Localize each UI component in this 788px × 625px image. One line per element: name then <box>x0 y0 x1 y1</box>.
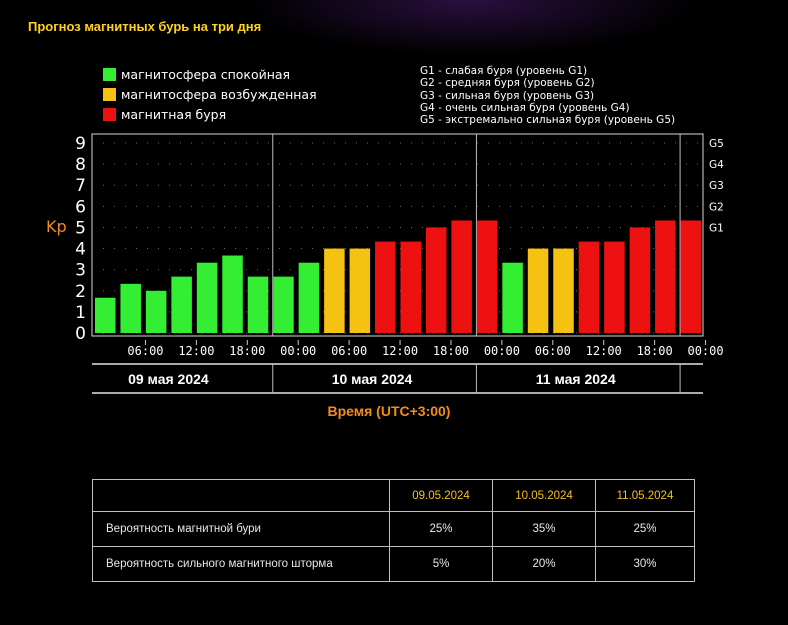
x-tick-label: 00:00 <box>280 344 316 358</box>
y-tick-label: 7 <box>75 176 86 196</box>
probability-table: 09.05.2024 10.05.2024 11.05.2024 Вероятн… <box>92 479 695 582</box>
y-tick-label: 2 <box>75 282 86 302</box>
kp-bar <box>680 220 702 333</box>
x-tick-label: 06:00 <box>127 344 163 358</box>
legend-swatch-quiet <box>103 67 116 81</box>
storm-level-g4: G4 - очень сильная буря (уровень G4) <box>420 101 630 114</box>
kp-bar <box>222 255 243 333</box>
kp-bar <box>629 227 651 333</box>
table-cell: 5% <box>389 546 493 582</box>
x-tick-label: 06:00 <box>535 344 571 358</box>
y-tick-label: 9 <box>75 134 86 154</box>
table-cell: 20% <box>492 546 596 582</box>
y-tick-label: 1 <box>75 303 86 323</box>
plot-frame <box>91 133 704 337</box>
x-tick-label: 18:00 <box>433 344 469 358</box>
kp-bar <box>95 297 116 333</box>
kp-bar <box>400 241 421 333</box>
table-row: Вероятность сильного магнитного шторма 5… <box>92 546 695 582</box>
kp-bar <box>553 248 574 333</box>
legend-label-storm: магнитная буря <box>121 106 227 122</box>
table-cell: 35% <box>492 511 596 547</box>
x-tick-label: 12:00 <box>586 344 622 358</box>
table-row: Вероятность магнитной бури 25% 35% 25% <box>92 511 695 547</box>
g-level-label: G4 <box>709 159 724 171</box>
storm-level-g2: G2 - средняя буря (уровень G2) <box>420 77 595 90</box>
y-tick-label: 3 <box>75 261 86 281</box>
legend-item-quiet: магнитосфера спокойная <box>103 64 317 84</box>
kp-bar <box>604 241 625 333</box>
kp-bar <box>527 248 549 333</box>
y-tick-label: 0 <box>75 324 86 344</box>
table-cell: 25% <box>595 511 695 547</box>
table-header-cell: 11.05.2024 <box>595 479 695 512</box>
legend-item-storm: магнитная буря <box>103 104 317 124</box>
table-header-cell: 09.05.2024 <box>389 479 493 512</box>
table-cell: 30% <box>595 546 695 582</box>
g-level-label: G2 <box>709 201 724 213</box>
table-row-label: Вероятность магнитной бури <box>92 511 390 547</box>
x-tick-label: 18:00 <box>229 344 265 358</box>
day-label: 11 мая 2024 <box>536 371 616 387</box>
kp-bar <box>476 220 498 333</box>
g-level-label: G5 <box>709 138 724 150</box>
kp-bar <box>502 262 523 333</box>
legend-label-quiet: магнитосфера спокойная <box>121 66 291 82</box>
kp-bar <box>247 276 269 333</box>
storm-level-g3: G3 - сильная буря (уровень G3) <box>420 89 595 102</box>
x-tick-label: 06:00 <box>331 344 367 358</box>
kp-bar <box>196 262 218 333</box>
table-header-cell: 10.05.2024 <box>492 479 596 512</box>
kp-bar <box>349 248 371 333</box>
y-tick-label: 6 <box>75 197 86 217</box>
storm-level-g1: G1 - слабая буря (уровень G1) <box>420 65 588 77</box>
y-tick-label: 5 <box>75 218 86 238</box>
y-tick-label: 8 <box>75 155 86 175</box>
day-label: 10 мая 2024 <box>332 371 413 387</box>
g-level-label: G3 <box>709 180 724 192</box>
kp-bar <box>298 262 320 333</box>
x-tick-label: 18:00 <box>637 344 673 358</box>
page-title: Прогноз магнитных бурь на три дня <box>28 19 262 34</box>
storm-level-g5: G5 - экстремально сильная буря (уровень … <box>420 114 676 127</box>
color-legend: магнитосфера спокойная магнитосфера возб… <box>103 64 317 124</box>
storm-levels-legend: G1 - слабая буря (уровень G1) G2 - средн… <box>420 65 675 126</box>
x-tick-label: 00:00 <box>687 344 723 358</box>
kp-bar <box>145 290 167 333</box>
y-tick-label: 4 <box>75 240 86 260</box>
table-cell: 25% <box>389 511 493 547</box>
legend-label-active: магнитосфера возбужденная <box>121 86 317 102</box>
kp-bar <box>655 220 676 333</box>
legend-item-active: магнитосфера возбужденная <box>103 84 317 104</box>
day-label: 09 мая 2024 <box>128 371 209 387</box>
table-header-row: 09.05.2024 10.05.2024 11.05.2024 <box>92 479 695 512</box>
kp-bar <box>375 241 396 333</box>
kp-bar <box>578 241 600 333</box>
x-tick-label: 12:00 <box>382 344 418 358</box>
kp-bar <box>425 227 447 333</box>
g-level-label: G1 <box>709 222 724 234</box>
kp-bar <box>273 276 294 333</box>
legend-swatch-storm <box>103 107 116 121</box>
legend-swatch-active <box>103 87 116 101</box>
kp-bar <box>171 276 192 333</box>
kp-bar <box>120 283 141 333</box>
x-axis-label: Время (UTC+3:00) <box>328 403 451 419</box>
table-header-empty <box>92 479 390 512</box>
y-axis-label: Kp <box>46 217 67 236</box>
kp-bar <box>324 248 345 333</box>
x-tick-label: 12:00 <box>178 344 214 358</box>
table-row-label: Вероятность сильного магнитного шторма <box>92 546 390 582</box>
kp-bar <box>451 220 472 333</box>
x-tick-label: 00:00 <box>484 344 520 358</box>
